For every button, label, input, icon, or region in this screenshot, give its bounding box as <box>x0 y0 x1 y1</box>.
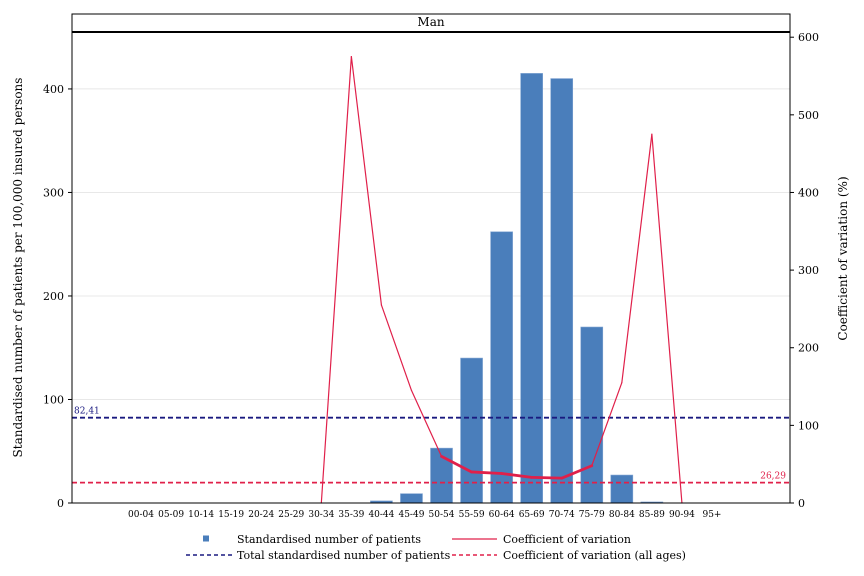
x-tick-label: 60-64 <box>489 510 515 520</box>
x-tick-label: 30-34 <box>308 510 334 520</box>
bar-75-79 <box>580 326 604 504</box>
plot-border <box>71 13 791 504</box>
axes: 0 100 200 300 400 0 100 200 300 400 500 600 00-04 05-… <box>11 31 850 520</box>
ref-label-1: 82,41 <box>74 407 100 417</box>
x-tick-label: 70-74 <box>549 510 575 520</box>
cv-segment <box>410 389 443 458</box>
ref-label-2: 26,29 <box>760 472 786 482</box>
legend-cv-label: Coefficient of variation <box>503 533 631 546</box>
x-tick-label: 65-69 <box>519 510 545 520</box>
cv-segment <box>500 472 534 479</box>
cv-segment <box>621 133 653 384</box>
x-tick-label: 50-54 <box>429 510 455 520</box>
legend: Standardised number of patients Coefficie… <box>186 533 686 562</box>
x-tick-label: 15-19 <box>218 510 244 520</box>
x-tick-label: 10-14 <box>188 510 214 520</box>
bar-45-49 <box>400 493 423 504</box>
cv-segment <box>440 455 473 474</box>
bar-70-74 <box>550 78 574 504</box>
cv-segment <box>350 56 383 306</box>
x-tick-label: 90-94 <box>669 510 695 520</box>
cv-segment <box>530 475 564 480</box>
y2-axis-title: Coefficient of variation (%) <box>836 176 850 340</box>
y2-tick-label: 500 <box>798 109 819 122</box>
x-tick-label: 95+ <box>702 510 721 520</box>
y2-tick-label: 600 <box>798 31 819 44</box>
y-tick-label: 0 <box>57 497 64 510</box>
x-tick-label: 80-84 <box>609 510 635 520</box>
y-tick-label: 300 <box>43 186 64 199</box>
y2-tick-label: 300 <box>798 264 819 277</box>
cv-line-series <box>320 56 683 504</box>
y2-tick-label: 100 <box>798 419 819 432</box>
bar-series <box>370 73 664 504</box>
x-tick-label: 45-49 <box>398 510 424 520</box>
x-tick-label: 25-29 <box>278 510 304 520</box>
gridlines <box>72 88 790 400</box>
reference-lines: 82,41 26,29 <box>72 407 790 484</box>
x-tick-label: 00-04 <box>128 510 154 520</box>
x-tick-label: 75-79 <box>579 510 605 520</box>
y-tick-label: 200 <box>43 290 64 303</box>
x-tick-label: 35-39 <box>338 510 364 520</box>
y2-tick-label: 400 <box>798 186 819 199</box>
cv-segment <box>320 56 352 504</box>
legend-bar-swatch <box>203 535 209 542</box>
x-tick-label: 05-09 <box>158 510 184 520</box>
y2-tick-label: 200 <box>798 342 819 355</box>
x-tick-label: 55-59 <box>459 510 485 520</box>
y-axis-title: Standardised number of patients per 100,… <box>11 78 25 458</box>
bar-80-84 <box>610 474 634 504</box>
cv-segment <box>380 304 413 392</box>
bar-55-59 <box>460 357 483 504</box>
y-tick-label: 400 <box>43 83 64 96</box>
x-tick-label: 20-24 <box>248 510 274 520</box>
x-tick-label: 40-44 <box>368 510 394 520</box>
y2-tick-label: 0 <box>798 497 805 510</box>
bar-60-64 <box>490 231 513 504</box>
y-tick-label: 100 <box>43 393 64 406</box>
cv-segment <box>470 470 504 475</box>
legend-bar-label: Standardised number of patients <box>237 533 421 546</box>
plot-frame: Man <box>71 13 791 504</box>
legend-total-label: Total standardised number of patients <box>237 549 451 562</box>
cv-segment <box>591 382 623 467</box>
cv-segment <box>560 464 594 480</box>
cv-segment <box>651 133 683 504</box>
panel-title: Man <box>417 15 444 29</box>
legend-cv-all-label: Coefficient of variation (all ages) <box>503 549 686 562</box>
bar-65-69 <box>520 73 543 504</box>
x-tick-label: 85-89 <box>639 510 665 520</box>
